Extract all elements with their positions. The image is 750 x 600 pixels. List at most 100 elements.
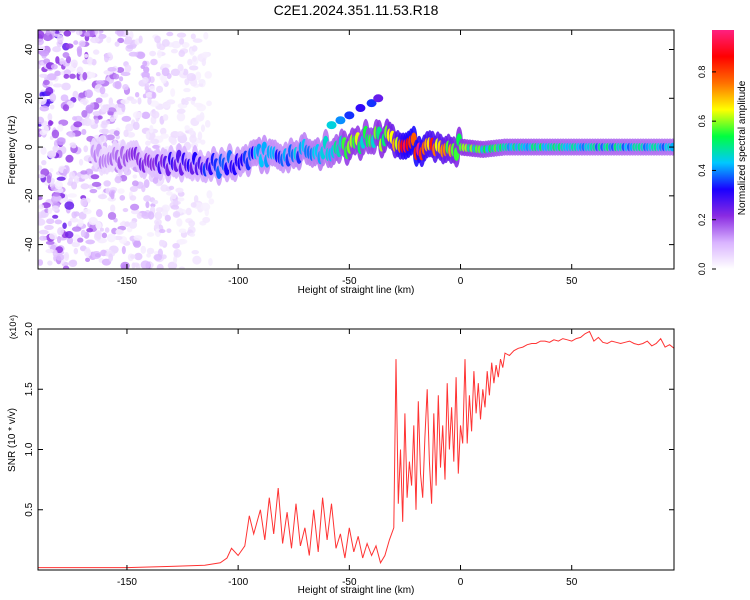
noise-speckle (150, 58, 158, 66)
noise-speckle (195, 71, 202, 81)
noise-speckle (72, 116, 78, 121)
noise-speckle (200, 139, 206, 145)
noise-speckle (198, 82, 204, 87)
noise-speckle (81, 128, 87, 136)
noise-speckle (200, 202, 211, 212)
noise-speckle (83, 53, 89, 58)
spectrogram-frame (37, 29, 675, 270)
noise-speckle (47, 113, 53, 122)
noise-speckle (190, 33, 196, 40)
noise-speckle (150, 203, 156, 208)
noise-speckle (72, 90, 79, 99)
noise-speckle (177, 238, 188, 245)
colorbar: 0.0 0.2 0.4 0.6 0.8 Normalized spectral ampl… (697, 30, 748, 275)
noise-speckle (65, 55, 72, 64)
noise-speckle (103, 53, 110, 63)
noise-speckle (190, 202, 197, 208)
noise-speckle (54, 219, 63, 225)
noise-speckle (177, 63, 184, 72)
noise-speckle (123, 129, 129, 138)
noise-speckle (192, 55, 197, 62)
noise-speckle (50, 63, 58, 70)
noise-speckle (132, 174, 138, 179)
noise-speckle (188, 127, 194, 136)
noise-speckle (161, 67, 170, 77)
noise-speckle (71, 226, 82, 232)
colorbar-label: Normalized spectral amplitude (737, 80, 748, 215)
noise-speckle (86, 227, 94, 233)
noise-speckle (85, 239, 96, 245)
noise-speckle (161, 39, 170, 47)
noise-speckle (112, 73, 120, 80)
noise-speckle (206, 190, 213, 199)
noise-speckle (189, 232, 196, 237)
noise-speckle (176, 108, 186, 114)
noise-speckle (176, 197, 185, 202)
noise-speckle (114, 41, 120, 47)
snr-plot-area (38, 329, 674, 570)
noise-speckle (178, 228, 187, 234)
noise-speckle (68, 259, 78, 267)
noise-speckle (66, 236, 74, 245)
noise-speckle (51, 205, 60, 212)
noise-speckle (117, 188, 125, 194)
noise-speckle (106, 233, 116, 243)
colorbar-tick-label: 0.2 (697, 213, 707, 226)
noise-speckle (149, 100, 159, 107)
noise-speckle (201, 51, 210, 58)
noise-speckle (55, 246, 64, 254)
noise-speckle (142, 76, 149, 84)
noise-speckle (100, 104, 109, 113)
spectrogram-x-tick-label: 0 (458, 276, 464, 287)
noise-speckle (143, 195, 152, 202)
noise-speckle (69, 30, 76, 33)
noise-speckle (47, 207, 53, 215)
noise-speckle (157, 49, 162, 59)
noise-speckle (115, 229, 124, 235)
noise-speckle (75, 30, 83, 36)
spectrogram-y-tick-label: 0 (24, 144, 35, 150)
noise-speckle (46, 73, 57, 81)
noise-speckle (83, 145, 89, 153)
noise-speckle (160, 133, 169, 139)
branch-cell (373, 94, 384, 103)
spectrogram-y-tick-label: 20 (24, 92, 35, 104)
noise-speckle (92, 49, 100, 55)
snr-y-tick-label: 1.0 (24, 442, 35, 456)
noise-speckle (97, 115, 103, 120)
noise-speckle (133, 235, 143, 241)
noise-speckle (48, 120, 54, 125)
noise-speckle (166, 228, 172, 234)
noise-speckle (202, 216, 211, 223)
noise-speckle (138, 35, 143, 44)
noise-speckle (38, 204, 45, 210)
spectrogram-y-tick-label: -20 (24, 188, 35, 203)
noise-speckle (132, 111, 143, 119)
noise-speckle (63, 73, 70, 79)
snr-x-label: Height of straight line (km) (298, 585, 415, 596)
noise-speckle (114, 80, 122, 90)
noise-speckle (101, 128, 110, 135)
snr-x-tick-label: -150 (117, 577, 137, 588)
noise-speckle (200, 124, 206, 133)
noise-speckle (50, 30, 56, 34)
noise-speckle (58, 30, 64, 34)
noise-speckle (39, 50, 50, 57)
noise-speckle (120, 99, 130, 105)
noise-speckle (49, 104, 55, 110)
noise-speckle (107, 211, 117, 220)
noise-speckle (105, 134, 115, 141)
noise-speckle (95, 209, 103, 218)
colorbar-ticks: 0.0 0.2 0.4 0.6 0.8 (697, 66, 716, 275)
noise-speckle (154, 218, 162, 226)
noise-speckle (176, 32, 187, 38)
noise-speckle (122, 207, 129, 213)
noise-speckle (189, 65, 199, 71)
noise-speckle (116, 67, 125, 74)
noise-speckle (78, 158, 84, 166)
noise-speckle (191, 45, 198, 52)
snr-x-tick-label: -100 (228, 577, 248, 588)
noise-speckle (119, 195, 126, 201)
noise-speckle (87, 184, 94, 189)
